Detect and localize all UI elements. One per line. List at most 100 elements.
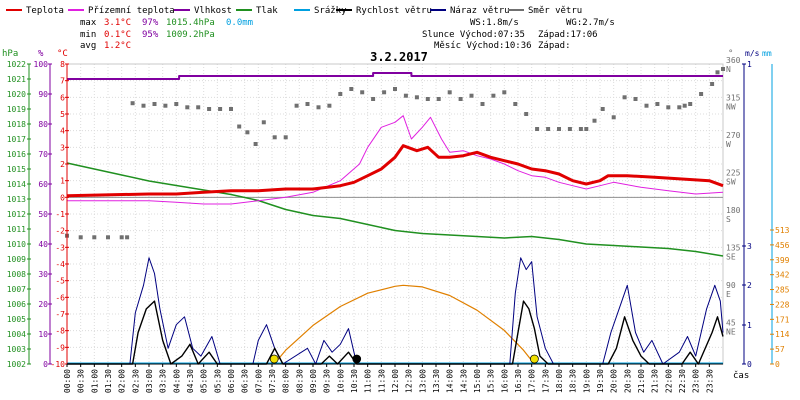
time-tick-label: 06:00	[227, 369, 236, 393]
time-tick-label: 17:30	[541, 369, 550, 393]
stats-max-pressure: 1015.4hPa	[166, 18, 215, 28]
time-tick-label: 07:00	[254, 369, 263, 393]
direction-tick-degrees: 135	[726, 244, 741, 253]
legend-label: Náraz větru	[450, 6, 510, 16]
wind-direction-point	[327, 103, 332, 108]
time-tick-label: 16:00	[500, 369, 509, 393]
series-wind-gust	[67, 257, 724, 365]
wind-direction-point	[360, 90, 365, 95]
time-axis: 00:00 00:30 01:00 01:30 02:00 02:30 03:00 03:30…	[63, 363, 723, 393]
time-tick-label: 13:00	[418, 369, 427, 393]
time-tick-label: 01:30	[104, 369, 113, 393]
hpa-tick-label: 1020	[7, 90, 26, 99]
direction-tick-degrees: 90	[726, 281, 736, 290]
direction-tick-name: N	[726, 65, 731, 74]
direction-tick-degrees: 270	[726, 131, 741, 140]
time-tick-label: 20:00	[610, 369, 619, 393]
wind-direction-point	[622, 95, 627, 100]
time-tick-label: 10:00	[336, 369, 345, 393]
direction-tick-degrees: 360	[726, 56, 741, 65]
series-pressure	[66, 162, 724, 257]
wind-direction-point	[436, 97, 441, 101]
wind-direction-point	[305, 102, 310, 106]
hpa-tick-label: 1016	[7, 150, 26, 159]
mm-tick-label: 57	[775, 345, 785, 354]
time-tick-label: 21:30	[651, 369, 660, 393]
wind-direction-point	[592, 118, 597, 123]
wind-direction-point	[78, 235, 83, 240]
hpa-tick-label: 1012	[7, 210, 26, 219]
wind-direction-point	[535, 127, 540, 131]
legend-label: Směr větru	[528, 6, 582, 16]
celsius-tick-label: -4	[55, 260, 65, 269]
wind-direction-point	[633, 97, 638, 101]
hpa-tick-label: 1013	[7, 195, 26, 204]
celsius-tick-label: -8	[55, 327, 65, 336]
pct-tick-label: 80	[38, 120, 48, 129]
wind-direction-point	[119, 235, 124, 240]
time-tick-label: 19:30	[596, 369, 605, 393]
chart-title: 3.2.2017	[370, 50, 428, 64]
mm-tick-label: 0	[775, 360, 780, 369]
wind-direction-point	[491, 93, 496, 98]
pct-unit-label: %	[38, 49, 44, 59]
time-tick-label: 14:00	[446, 369, 455, 393]
ms-tick-label: 1	[747, 321, 752, 330]
mm-tick-label: 399	[775, 256, 790, 265]
wind-gust-summary: WG:2.7m/s	[566, 18, 615, 28]
pct-tick-label: 70	[38, 150, 48, 159]
wind-direction-point	[174, 102, 179, 106]
time-tick-label: 08:00	[282, 369, 291, 393]
stats-min-temp: 0.1°C	[104, 30, 131, 40]
legend-label: Rychlost větru	[356, 6, 432, 16]
wind-direction-point	[106, 235, 110, 240]
mm-tick-label: 285	[775, 286, 790, 295]
wind-direction-point	[316, 105, 321, 110]
time-tick-label: 17:00	[528, 369, 537, 393]
hpa-tick-label: 1021	[7, 75, 26, 84]
time-tick-label: 23:00	[692, 369, 701, 393]
wind-direction-point	[130, 101, 135, 106]
celsius-tick-label: -2	[55, 227, 65, 236]
stats-avg-temp: 1.2°C	[104, 41, 131, 51]
stats-max-temp: 3.1°C	[104, 18, 131, 28]
ms-tick-label: 1	[747, 60, 752, 69]
wind-direction-point	[229, 107, 233, 111]
pct-tick-label: 100	[34, 60, 49, 69]
wind-direction-point	[163, 103, 168, 108]
time-tick-label: 03:00	[145, 369, 154, 393]
wind-direction-point	[644, 103, 649, 108]
celsius-tick-label: -9	[55, 343, 65, 352]
pct-tick-label: 30	[38, 270, 48, 279]
pct-tick-label: 50	[38, 210, 48, 219]
time-tick-label: 22:30	[678, 369, 687, 393]
celsius-tick-label: 8	[60, 60, 65, 69]
wind-direction-point	[237, 124, 242, 129]
time-tick-label: 06:30	[241, 369, 250, 393]
hpa-tick-label: 1010	[7, 240, 26, 249]
ms-tick-label: 2	[747, 281, 752, 290]
wind-direction-point	[469, 93, 474, 98]
wind-direction-point	[578, 127, 583, 131]
direction-tick-name: SW	[726, 178, 736, 187]
wind-direction-point	[196, 105, 201, 110]
time-tick-label: 10:30	[350, 369, 359, 393]
time-tick-label: 04:30	[186, 369, 195, 393]
stats-min-humidity: 95%	[142, 30, 159, 40]
direction-tick-degrees: 180	[726, 206, 741, 215]
wind-direction-point	[261, 120, 266, 125]
mm-tick-label: 456	[775, 241, 790, 250]
time-tick-label: 01:00	[90, 369, 99, 393]
celsius-tick-label: 1	[60, 177, 65, 186]
wind-direction-point	[524, 112, 529, 116]
direction-tick-name: NE	[726, 328, 736, 337]
mm-tick-label: 513	[775, 226, 790, 235]
legend-label: Vlhkost	[194, 6, 232, 16]
hpa-tick-label: 1022	[7, 60, 26, 69]
wind-direction-point	[715, 70, 720, 75]
time-tick-label: 00:00	[63, 369, 72, 393]
time-tick-label: 03:30	[159, 369, 168, 393]
time-tick-label: 15:30	[487, 369, 496, 393]
